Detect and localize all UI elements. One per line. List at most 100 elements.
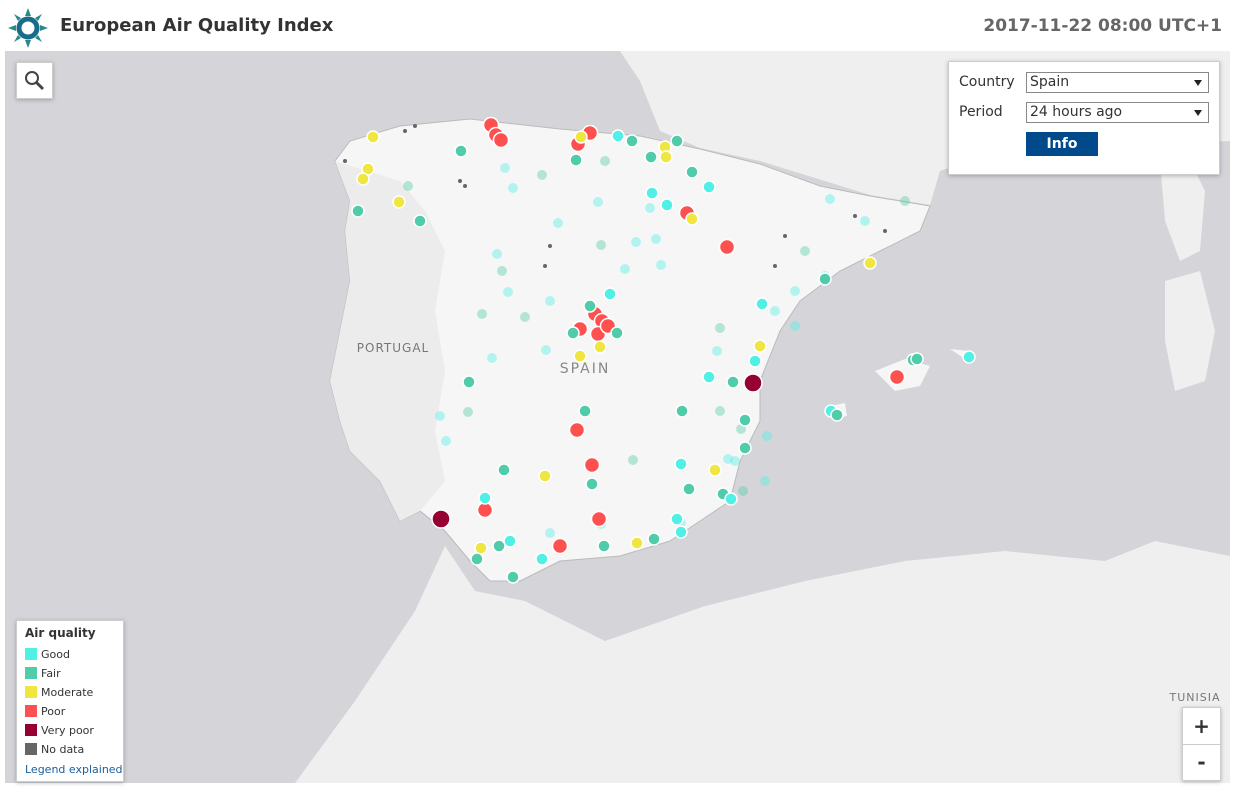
station[interactable] [548, 244, 552, 248]
station[interactable] [620, 264, 630, 274]
station[interactable] [883, 229, 887, 233]
station[interactable] [366, 130, 380, 144]
station[interactable] [825, 194, 835, 204]
station[interactable] [508, 183, 518, 193]
station[interactable] [726, 375, 740, 389]
station[interactable] [441, 436, 451, 446]
station[interactable] [685, 165, 699, 179]
station[interactable] [470, 552, 484, 566]
station[interactable] [773, 264, 777, 268]
station[interactable] [503, 534, 517, 548]
station[interactable] [675, 404, 689, 418]
station[interactable] [628, 455, 638, 465]
station[interactable] [631, 237, 641, 247]
station[interactable] [863, 256, 877, 270]
station[interactable] [712, 346, 722, 356]
station[interactable] [645, 186, 659, 200]
station[interactable] [860, 216, 870, 226]
station[interactable] [830, 408, 844, 422]
station[interactable] [463, 407, 473, 417]
station[interactable] [506, 570, 520, 584]
station[interactable] [674, 525, 688, 539]
station[interactable] [545, 528, 555, 538]
station[interactable] [910, 352, 924, 366]
station[interactable] [610, 326, 624, 340]
station[interactable] [497, 463, 511, 477]
station[interactable] [656, 260, 666, 270]
station[interactable] [702, 180, 716, 194]
station[interactable] [566, 326, 580, 340]
zoom-in[interactable]: + [1183, 708, 1220, 745]
station[interactable] [670, 512, 684, 526]
station[interactable] [545, 296, 555, 306]
station[interactable] [702, 370, 716, 384]
search-button[interactable] [16, 62, 53, 99]
country-select[interactable]: Spain [1026, 72, 1209, 93]
station[interactable] [583, 456, 601, 474]
station[interactable] [630, 536, 644, 550]
station[interactable] [730, 456, 740, 466]
station[interactable] [596, 240, 606, 250]
station[interactable] [818, 272, 832, 286]
station[interactable] [790, 321, 800, 331]
station[interactable] [403, 129, 407, 133]
station[interactable] [715, 323, 725, 333]
station[interactable] [724, 492, 738, 506]
station[interactable] [593, 197, 603, 207]
station[interactable] [718, 238, 736, 256]
station[interactable] [462, 375, 476, 389]
station[interactable] [351, 204, 365, 218]
station[interactable] [492, 131, 510, 149]
station[interactable] [474, 541, 488, 555]
station[interactable] [503, 287, 513, 297]
station[interactable] [600, 156, 610, 166]
station[interactable] [578, 404, 592, 418]
station[interactable] [853, 214, 857, 218]
station[interactable] [458, 179, 462, 183]
station[interactable] [962, 350, 976, 364]
station[interactable] [573, 349, 587, 363]
station[interactable] [800, 246, 810, 256]
station[interactable] [413, 124, 417, 128]
station[interactable] [670, 134, 684, 148]
station[interactable] [392, 195, 406, 209]
station[interactable] [500, 163, 510, 173]
station[interactable] [497, 266, 507, 276]
station[interactable] [553, 218, 563, 228]
station[interactable] [753, 339, 767, 353]
station[interactable] [541, 345, 551, 355]
station[interactable] [551, 537, 569, 555]
station[interactable] [738, 413, 752, 427]
station[interactable] [597, 539, 611, 553]
station[interactable] [568, 421, 586, 439]
station[interactable] [748, 354, 762, 368]
station[interactable] [723, 454, 733, 464]
station[interactable] [770, 306, 780, 316]
station[interactable] [454, 144, 468, 158]
station[interactable] [743, 373, 763, 393]
station[interactable] [431, 509, 451, 529]
station[interactable] [583, 299, 597, 313]
station[interactable] [790, 286, 800, 296]
station[interactable] [762, 431, 772, 441]
station[interactable] [574, 130, 588, 144]
station[interactable] [477, 309, 487, 319]
station[interactable] [715, 406, 725, 416]
info-button[interactable]: Info [1026, 132, 1098, 156]
station[interactable] [682, 482, 696, 496]
station[interactable] [569, 153, 583, 167]
station[interactable] [645, 203, 655, 213]
station[interactable] [543, 264, 547, 268]
station[interactable] [755, 297, 769, 311]
station[interactable] [356, 172, 370, 186]
station[interactable] [611, 129, 625, 143]
station[interactable] [783, 234, 787, 238]
period-select[interactable]: 24 hours ago [1026, 102, 1209, 123]
station[interactable] [644, 150, 658, 164]
station[interactable] [590, 510, 608, 528]
station[interactable] [403, 181, 413, 191]
station[interactable] [478, 491, 492, 505]
legend-link[interactable]: Legend explained [25, 763, 123, 776]
station[interactable] [685, 212, 699, 226]
station[interactable] [651, 234, 661, 244]
